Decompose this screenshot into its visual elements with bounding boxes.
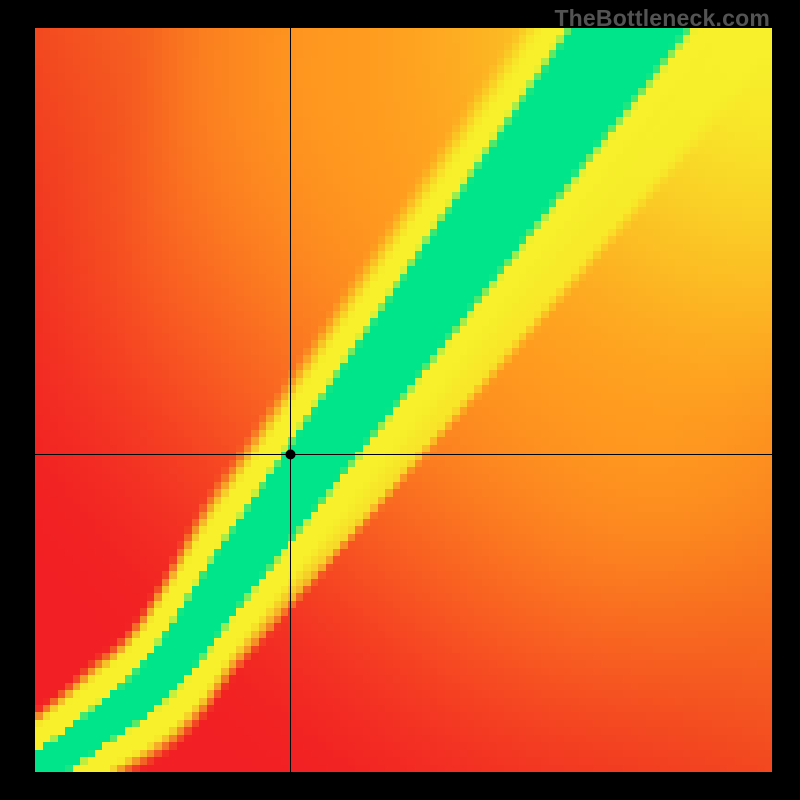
bottleneck-heatmap xyxy=(28,28,772,772)
watermark-text: TheBottleneck.com xyxy=(554,5,770,32)
